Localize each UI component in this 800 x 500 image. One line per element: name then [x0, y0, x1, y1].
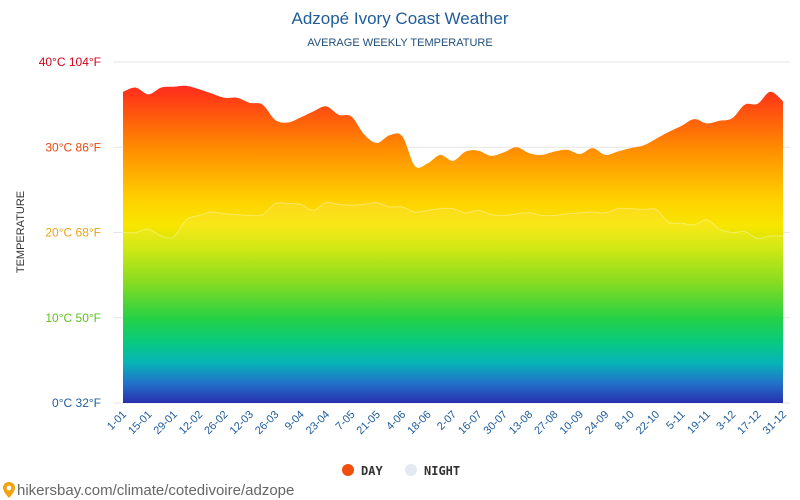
night-temperature-area [123, 202, 783, 403]
x-tick-label: 31-12 [761, 409, 789, 437]
legend-night-label: NIGHT [424, 464, 460, 478]
legend: DAY NIGHT [342, 464, 460, 478]
x-tick-label: 24-09 [583, 409, 611, 437]
x-tick-label: 29-01 [152, 409, 180, 437]
x-tick-label: 15-01 [126, 409, 154, 437]
y-axis-label: TEMPERATURE [15, 191, 27, 273]
x-tick-label: 5-11 [664, 409, 687, 432]
x-tick-label: 30-07 [482, 409, 510, 437]
x-tick-label: 26-03 [253, 409, 281, 437]
chart-title: Adzopé Ivory Coast Weather [291, 9, 508, 28]
x-tick-label: 13-08 [507, 409, 535, 437]
y-tick-label: 40°C 104°F [39, 55, 101, 69]
source-credit[interactable]: hikersbay.com/climate/cotedivoire/adzope [3, 482, 294, 499]
x-tick-label: 16-07 [456, 409, 484, 437]
y-tick-label: 20°C 68°F [45, 226, 101, 240]
x-tick-label: 17-12 [735, 409, 763, 437]
x-tick-label: 21-05 [355, 409, 383, 437]
legend-day[interactable]: DAY [342, 464, 383, 478]
x-tick-label: 26-02 [202, 409, 230, 437]
x-tick-label: 10-09 [558, 409, 586, 437]
x-tick-label: 23-04 [304, 409, 332, 437]
legend-day-label: DAY [361, 464, 383, 478]
x-tick-label: 12-03 [228, 409, 256, 437]
night-temperature-line [122, 201, 784, 240]
x-tick-label: 22-10 [634, 409, 662, 437]
legend-night[interactable]: NIGHT [405, 464, 460, 478]
y-tick-label: 10°C 50°F [45, 311, 101, 325]
x-tick-label: 19-11 [685, 409, 713, 437]
source-credit-link[interactable]: hikersbay.com/climate/cotedivoire/adzope [17, 482, 294, 499]
x-tick-label: 18-06 [405, 409, 433, 437]
y-tick-label: 30°C 86°F [45, 140, 101, 154]
y-tick-label: 0°C 32°F [52, 396, 101, 410]
legend-day-marker [342, 464, 354, 476]
chart-subtitle: AVERAGE WEEKLY TEMPERATURE [307, 37, 492, 49]
location-pin-icon [3, 482, 15, 498]
x-tick-label: 12-02 [177, 409, 205, 437]
y-axis-ticks: 40°C 104°F 30°C 86°F 20°C 68°F 10°C 50°F 0°C… [39, 55, 101, 410]
legend-night-marker [405, 464, 417, 476]
x-tick-label: 27-08 [532, 409, 560, 437]
